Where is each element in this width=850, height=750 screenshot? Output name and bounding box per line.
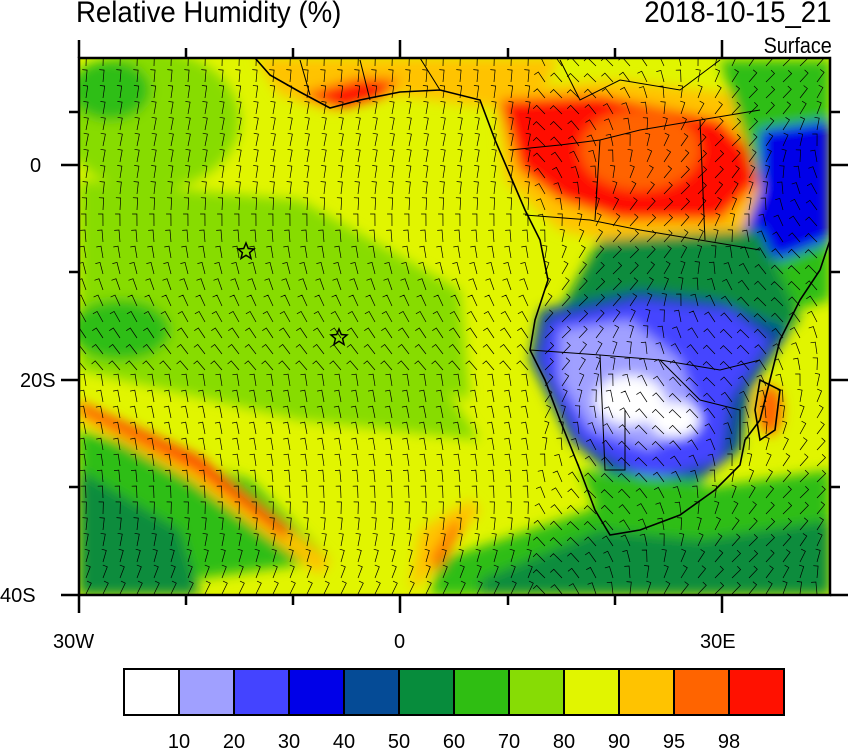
lat-label: 20S — [20, 370, 56, 392]
lon-label: 30W — [53, 631, 94, 653]
wind-barbs — [79, 58, 827, 595]
humidity-field — [79, 58, 830, 595]
axis-ticks — [61, 40, 848, 613]
colorbar-swatch — [673, 668, 730, 716]
lat-label: 0 — [30, 155, 41, 177]
colorbar: 10 20 30 40 50 60 70 80 90 95 98 — [123, 668, 785, 750]
colorbar-label: 10 — [168, 731, 190, 750]
map-frame — [77, 56, 832, 597]
colorbar-label: 60 — [443, 731, 465, 750]
lon-label: 0 — [394, 631, 405, 653]
star-marker — [329, 327, 349, 347]
colorbar-label: 80 — [553, 731, 575, 750]
level-label: Surface — [763, 33, 832, 58]
colorbar-swatch — [233, 668, 290, 716]
star-marker — [236, 241, 256, 261]
colorbar-label: 40 — [333, 731, 355, 750]
colorbar-swatch — [453, 668, 510, 716]
colorbar-swatch — [618, 668, 675, 716]
colorbar-label: 50 — [388, 731, 410, 750]
colorbar-swatch — [178, 668, 235, 716]
colorbar-label: 70 — [498, 731, 520, 750]
lat-label: 40S — [0, 585, 36, 607]
lon-label: 30E — [700, 631, 736, 653]
colorbar-swatch — [728, 668, 785, 716]
colorbar-label: 20 — [223, 731, 245, 750]
coastlines — [254, 58, 830, 536]
map-title: Relative Humidity (%) — [76, 0, 342, 29]
star-markers — [236, 241, 349, 347]
colorbar-label: 30 — [278, 731, 300, 750]
colorbar-swatch — [123, 668, 180, 716]
country-borders — [299, 58, 761, 471]
colorbar-swatch — [563, 668, 620, 716]
colorbar-label: 95 — [663, 731, 685, 750]
colorbar-swatch — [343, 668, 400, 716]
valid-time: 2018-10-15_21 — [644, 0, 832, 29]
colorbar-swatch — [508, 668, 565, 716]
wind-barb — [79, 58, 827, 595]
colorbar-swatch — [288, 668, 345, 716]
colorbar-label: 90 — [608, 731, 630, 750]
colorbar-swatch — [398, 668, 455, 716]
colorbar-label: 98 — [718, 731, 740, 750]
